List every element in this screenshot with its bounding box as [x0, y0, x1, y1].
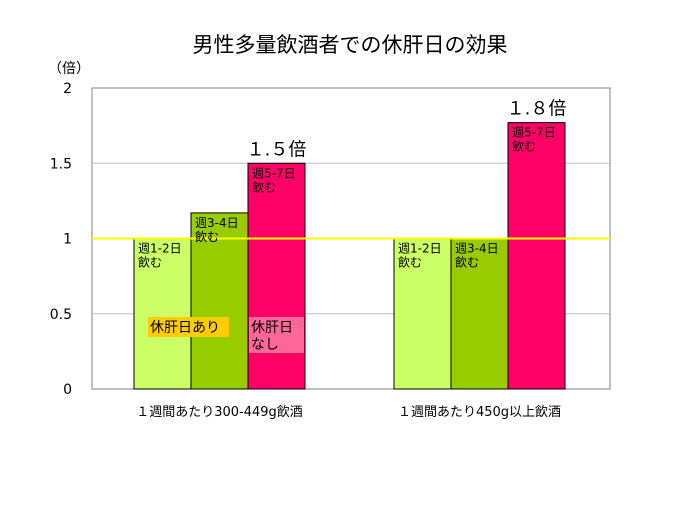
no-rest-day-label-bg: [249, 317, 304, 353]
y-tick-labels: 0 0.5 1 1.5 2: [50, 81, 72, 398]
y-axis-unit: （倍）: [48, 61, 90, 77]
annotation-label: １.８倍: [507, 99, 567, 120]
bar-labels: 週1-2日飲む週3-4日飲む週5-7日飲む週1-2日飲む週3-4日飲む週5-7日…: [138, 126, 556, 270]
rest-day-label-bg: [148, 317, 229, 337]
bar-series-label: 週5-7日飲む: [252, 166, 296, 194]
y-tick-label: 1: [63, 232, 72, 248]
rest-day-label: 休肝日あり: [150, 320, 220, 336]
chart-title: 男性多量飲酒者での休肝日の効果: [193, 33, 508, 57]
bar: [190, 212, 249, 390]
bar-series-label: 週3-4日飲む: [455, 242, 499, 270]
x-category-label: １週間あたり450g以上飲酒: [398, 404, 561, 420]
y-tick-label: 1.5: [50, 156, 72, 172]
y-tick-label: 0.5: [50, 307, 72, 323]
y-tick-label: 2: [63, 81, 72, 97]
x-category-label: １週間あたり300-449g飲酒: [136, 404, 303, 420]
bar: [247, 162, 306, 390]
group-labels: 休肝日あり 休肝日なし: [148, 317, 304, 353]
bar: [133, 238, 192, 390]
bar: [507, 122, 566, 390]
category-labels: １週間あたり300-449g飲酒 １週間あたり450g以上飲酒: [136, 404, 561, 420]
annotations: １.５倍 １.８倍: [247, 99, 567, 161]
bar-series-label: 週1-2日飲む: [398, 242, 442, 270]
no-rest-day-label: 休肝日なし: [251, 320, 293, 353]
bar-series-label: 週3-4日飲む: [195, 216, 239, 244]
y-tick-label: 0: [63, 382, 72, 398]
bar-series-label: 週5-7日飲む: [512, 126, 556, 154]
bar: [450, 238, 509, 390]
bar: [393, 238, 452, 390]
bars: [133, 122, 566, 390]
annotation-label: １.５倍: [247, 139, 307, 160]
bar-series-label: 週1-2日飲む: [138, 242, 182, 270]
